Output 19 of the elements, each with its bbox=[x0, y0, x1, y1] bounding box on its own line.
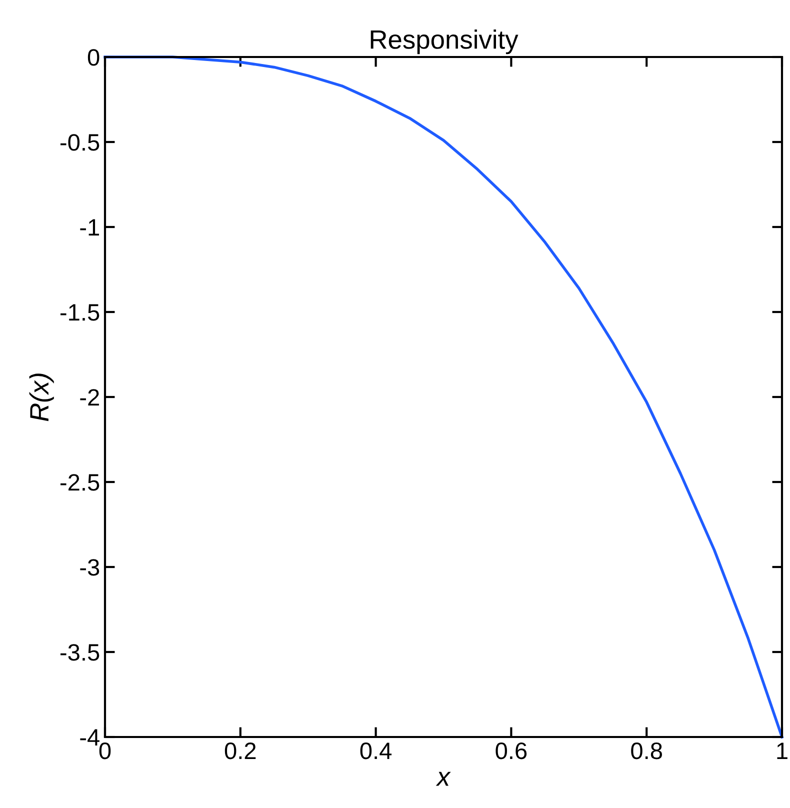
x-tick-label: 0 bbox=[99, 742, 111, 760]
x-tick-label: 0.8 bbox=[631, 742, 662, 760]
chart-title: Responsivity bbox=[370, 30, 518, 54]
y-tick-label: -1.5 bbox=[60, 304, 100, 321]
y-tick-label: -3.5 bbox=[60, 644, 100, 661]
x-tick-label: 0.2 bbox=[224, 742, 256, 760]
y-axis-title: R(x) bbox=[29, 374, 54, 422]
y-tick-label: -4 bbox=[80, 729, 100, 746]
x-tick-label: 0.6 bbox=[496, 742, 527, 760]
line-series bbox=[104, 56, 784, 738]
y-tick-label: -1 bbox=[80, 219, 99, 236]
y-tick-label: -3 bbox=[80, 559, 100, 576]
x-tick-label: 0.4 bbox=[360, 742, 392, 760]
y-tick-label: -2 bbox=[80, 389, 99, 406]
y-tick-label: -2.5 bbox=[60, 474, 100, 491]
y-tick-label: -0.5 bbox=[60, 134, 100, 151]
x-axis-title: x bbox=[436, 772, 451, 786]
x-tick-label: 1 bbox=[777, 742, 788, 759]
y-tick-label: 0 bbox=[88, 49, 100, 66]
